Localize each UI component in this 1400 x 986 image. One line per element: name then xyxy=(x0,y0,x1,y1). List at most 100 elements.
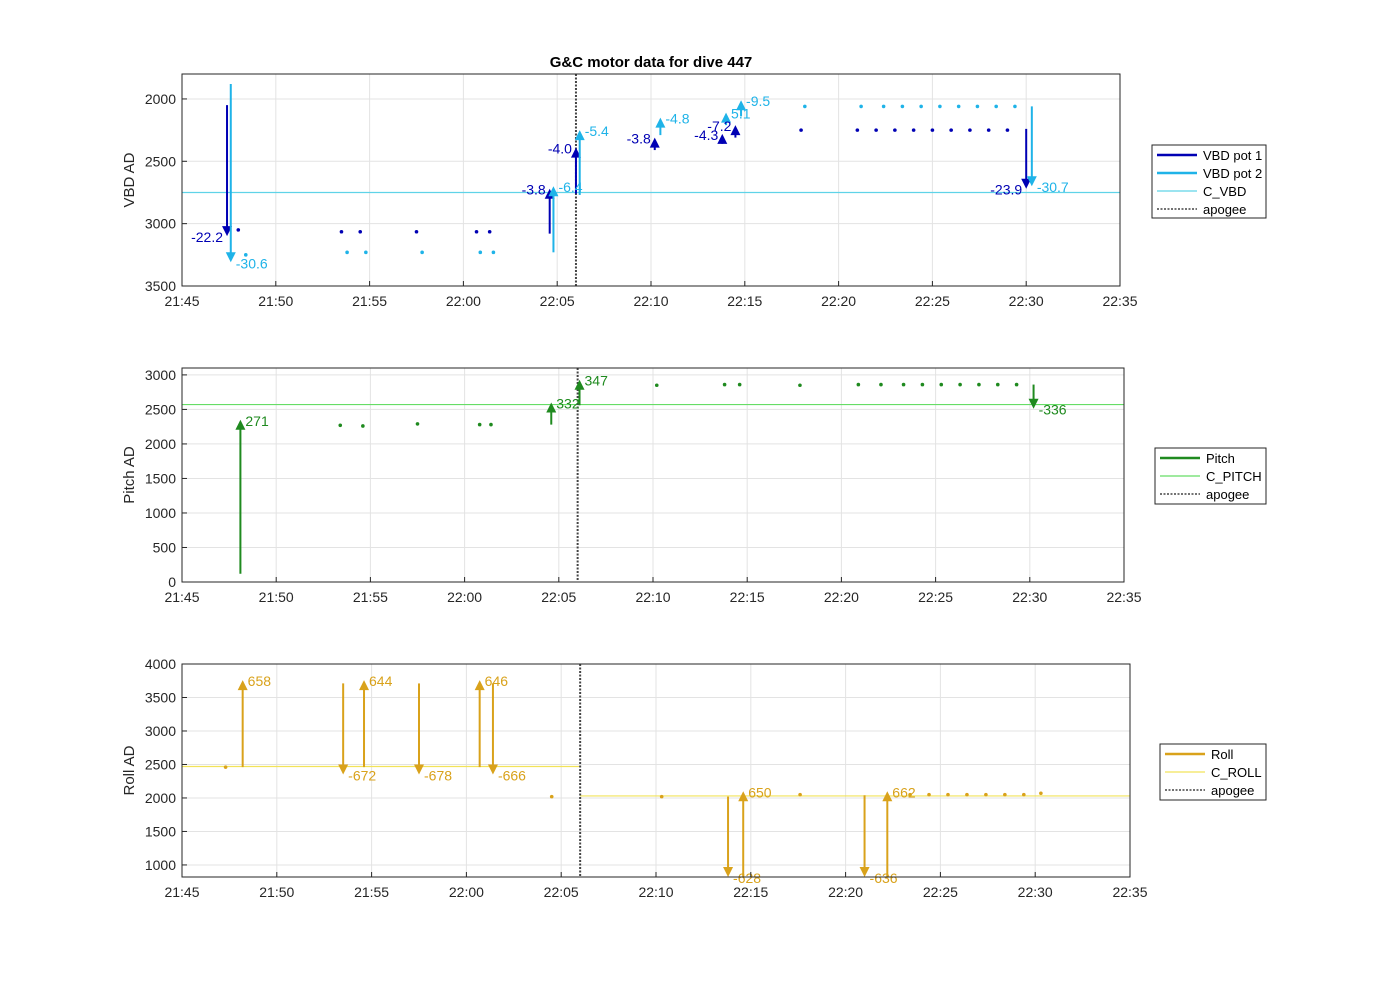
x-tick-label: 21:45 xyxy=(164,293,199,309)
data-point xyxy=(994,104,998,109)
data-point xyxy=(1022,792,1026,797)
move-arrow-head xyxy=(736,100,747,111)
x-tick-label: 22:05 xyxy=(540,293,575,309)
legend-entry: Roll xyxy=(1211,747,1234,762)
move-label: 332 xyxy=(556,396,580,412)
data-point xyxy=(881,104,886,109)
data-point xyxy=(893,128,897,132)
x-tick-label: 22:25 xyxy=(923,884,958,900)
data-point xyxy=(223,765,228,769)
y-tick-label: 3000 xyxy=(145,367,176,383)
plot-area xyxy=(182,368,1124,582)
data-point xyxy=(986,128,991,132)
data-point xyxy=(361,424,365,428)
data-point xyxy=(737,382,742,387)
move-label: -22.2 xyxy=(191,229,223,245)
data-point xyxy=(946,792,950,797)
move-label: -672 xyxy=(348,768,376,784)
data-point xyxy=(339,229,344,234)
y-tick-label: 1000 xyxy=(145,857,176,873)
move-arrow-head xyxy=(546,402,557,413)
data-point xyxy=(1039,791,1043,796)
data-point xyxy=(798,792,802,797)
move-label: 646 xyxy=(485,673,509,689)
move-arrow-head xyxy=(222,226,233,237)
data-point xyxy=(1003,792,1007,797)
move-arrow-head xyxy=(225,252,236,263)
data-point xyxy=(856,382,861,387)
data-point xyxy=(855,128,860,132)
data-point xyxy=(965,792,969,797)
data-point xyxy=(975,104,980,109)
move-arrow-head xyxy=(570,147,581,158)
data-point xyxy=(930,128,935,132)
x-tick-label: 21:55 xyxy=(354,884,389,900)
move-label: -30.7 xyxy=(1037,179,1069,195)
y-axis-label: Pitch AD xyxy=(121,446,138,504)
y-tick-label: 4000 xyxy=(145,656,176,672)
legend-entry: apogee xyxy=(1206,487,1249,502)
x-tick-label: 22:20 xyxy=(828,884,863,900)
x-tick-label: 21:50 xyxy=(259,589,294,605)
data-point xyxy=(927,792,931,797)
move-arrow-head xyxy=(721,112,732,123)
data-point xyxy=(911,128,916,132)
data-point xyxy=(874,128,878,132)
data-point xyxy=(1005,128,1010,132)
move-label: -666 xyxy=(498,768,526,784)
move-label: 644 xyxy=(369,673,393,689)
x-tick-label: 22:30 xyxy=(1018,884,1053,900)
data-point xyxy=(879,382,883,387)
data-point xyxy=(549,794,554,799)
data-point xyxy=(798,383,802,388)
move-arrow-head xyxy=(474,680,485,691)
y-tick-label: 2000 xyxy=(145,436,176,452)
move-label: 271 xyxy=(245,413,269,429)
y-tick-label: 1000 xyxy=(145,505,176,521)
legend-entry: VBD pot 1 xyxy=(1203,148,1262,163)
move-label: -3.8 xyxy=(627,131,651,147)
data-point xyxy=(243,253,248,257)
move-arrow-head xyxy=(237,680,248,691)
move-label: -6.4 xyxy=(558,179,582,195)
move-label: -5.4 xyxy=(585,123,609,139)
x-tick-label: 22:10 xyxy=(635,589,670,605)
x-tick-label: 22:00 xyxy=(449,884,484,900)
move-label: -678 xyxy=(424,768,452,784)
data-point xyxy=(908,792,912,797)
move-label: -336 xyxy=(1039,402,1067,418)
move-arrow-head xyxy=(338,764,349,775)
pitch-panel: 271 332 347 -336 21:45 21:50 21:55 22:00 22:05 22… xyxy=(121,367,1267,605)
x-tick-label: 21:50 xyxy=(259,884,294,900)
move-arrow-head xyxy=(235,419,246,430)
y-tick-label: 2500 xyxy=(145,153,176,169)
legend-entry: C_ROLL xyxy=(1211,765,1262,780)
data-point xyxy=(949,128,953,132)
x-tick-label: 21:55 xyxy=(353,589,388,605)
legend-entry: C_VBD xyxy=(1203,184,1246,199)
y-tick-label: 1500 xyxy=(145,470,176,486)
figure-title: G&C motor data for dive 447 xyxy=(550,54,753,71)
data-point xyxy=(956,104,961,109)
move-label: -3.8 xyxy=(522,182,546,198)
y-tick-label: 3500 xyxy=(145,689,176,705)
data-point xyxy=(722,382,727,387)
data-point xyxy=(358,229,363,234)
roll-panel: 658 -672 644 -678 646 -666 -628 650 -636 662 21:45… xyxy=(121,656,1267,900)
data-point xyxy=(487,229,492,234)
plot-area xyxy=(182,74,1120,286)
data-point xyxy=(654,383,659,388)
x-tick-label: 21:45 xyxy=(164,884,199,900)
data-point xyxy=(477,422,482,427)
move-arrow-head xyxy=(574,130,585,141)
y-tick-label: 0 xyxy=(168,574,176,590)
x-tick-label: 21:55 xyxy=(352,293,387,309)
data-point xyxy=(939,382,944,387)
x-tick-label: 21:50 xyxy=(258,293,293,309)
y-axis-label: VBD AD xyxy=(121,152,138,207)
x-tick-label: 22:35 xyxy=(1112,884,1147,900)
move-arrow-head xyxy=(859,867,870,877)
data-point xyxy=(919,104,923,109)
